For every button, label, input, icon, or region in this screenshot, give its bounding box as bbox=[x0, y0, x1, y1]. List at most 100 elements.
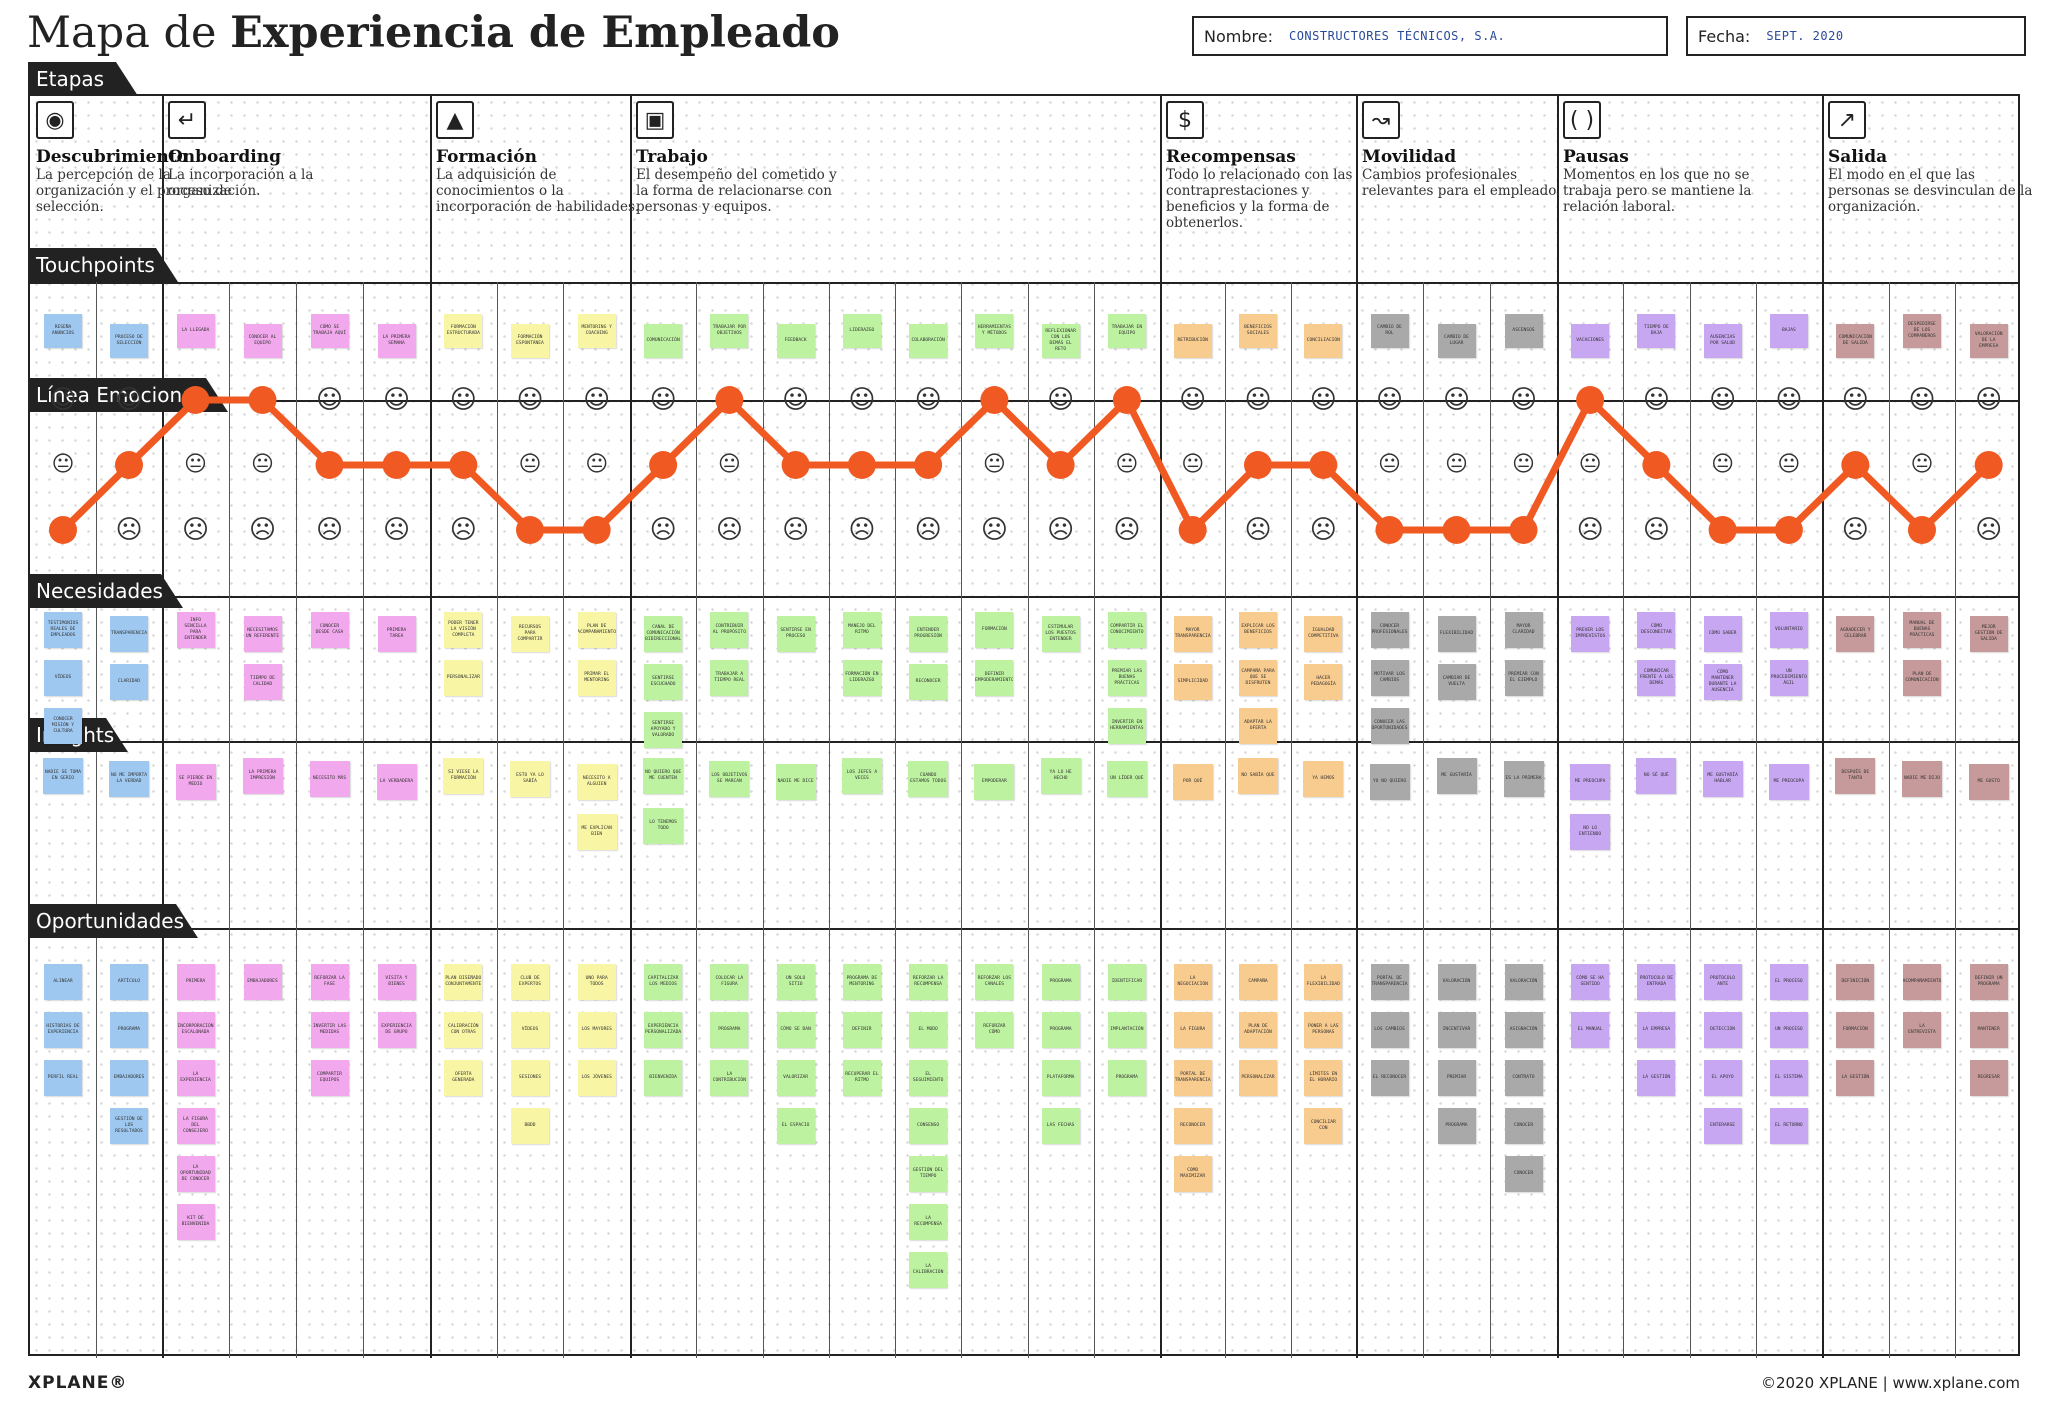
opportunity-note[interactable]: COMO MAXIMIZAR bbox=[1173, 1156, 1212, 1192]
opportunity-note[interactable]: PROGRAMA bbox=[1107, 1060, 1146, 1096]
opportunity-note[interactable]: CÓMO SE DAN bbox=[776, 1012, 815, 1048]
need-note[interactable]: SENTIRSE APOYADO Y VALORADO bbox=[644, 712, 683, 748]
opportunity-note[interactable]: ASIGNACIÓN bbox=[1504, 1012, 1543, 1048]
insight-note[interactable]: NECESITO A ALGUIEN bbox=[576, 764, 617, 800]
need-note[interactable]: MOTIVAR LOS CAMBIOS bbox=[1370, 660, 1409, 696]
opportunity-note[interactable]: LA NEGOCIACIÓN bbox=[1173, 964, 1212, 1000]
touchpoint-note[interactable]: VACACIONES bbox=[1571, 324, 1610, 358]
opportunity-note[interactable]: CONCILIAR CON bbox=[1304, 1108, 1343, 1144]
need-note[interactable]: MAYOR TRANSPARENCIA bbox=[1173, 616, 1212, 652]
opportunity-note[interactable]: GESTIÓN DEL TIEMPO bbox=[909, 1156, 948, 1192]
opportunity-note[interactable]: VALORACIÓN bbox=[1437, 964, 1476, 1000]
insight-note[interactable]: LOS OBJETIVOS SE MARCAN bbox=[709, 761, 750, 797]
opportunity-note[interactable]: EL SISTEMA bbox=[1769, 1060, 1808, 1096]
need-note[interactable]: MANEJO DEL RITMO bbox=[842, 612, 881, 648]
opportunity-note[interactable]: INCENTIVAR bbox=[1437, 1012, 1476, 1048]
need-note[interactable]: CAMBIAR DE VUELTA bbox=[1437, 664, 1476, 700]
touchpoint-note[interactable]: LA LLEGADA bbox=[176, 314, 215, 348]
need-note[interactable]: PREVER LOS IMPREVISTOS bbox=[1571, 616, 1610, 652]
insight-note[interactable]: NO SABÍA QUE bbox=[1238, 758, 1278, 794]
touchpoint-note[interactable]: CONCILIACIÓN bbox=[1304, 324, 1343, 358]
need-note[interactable]: MEJOR GESTIÓN DE SALIDA bbox=[1969, 616, 2008, 652]
opportunity-note[interactable]: PROGRAMA bbox=[1437, 1108, 1476, 1144]
need-note[interactable]: CÓMO DESCONECTAR bbox=[1637, 612, 1676, 648]
opportunity-note[interactable]: ALINEAR bbox=[44, 964, 82, 1000]
opportunity-note[interactable]: COLOCAR LA FIGURA bbox=[710, 964, 749, 1000]
insight-note[interactable]: LA VERDADERA bbox=[376, 764, 417, 800]
opportunity-note[interactable]: LOS CAMBIOS bbox=[1370, 1012, 1409, 1048]
opportunity-note[interactable]: LA GESTIÓN bbox=[1836, 1060, 1875, 1096]
opportunity-note[interactable]: EXPERIENCIA PERSONALIZADA bbox=[644, 1012, 683, 1048]
opportunity-note[interactable]: PREMIAR bbox=[1437, 1060, 1476, 1096]
opportunity-note[interactable]: LA FIGURA bbox=[1173, 1012, 1212, 1048]
opportunity-note[interactable]: EMBAJADORES bbox=[110, 1060, 148, 1096]
insight-note[interactable]: ES LA PRIMERA bbox=[1503, 761, 1544, 797]
need-note[interactable]: FORMACIÓN bbox=[975, 612, 1014, 648]
insight-note[interactable]: NO LO ENTIENDO bbox=[1570, 814, 1611, 850]
need-note[interactable]: PLAN DE ACOMPAÑAMIENTO bbox=[577, 612, 616, 648]
opportunity-note[interactable]: RECONOCER bbox=[1173, 1108, 1212, 1144]
opportunity-note[interactable]: REFORZAR LA RECOMPENSA bbox=[909, 964, 948, 1000]
opportunity-note[interactable]: PLAN DISEÑADO CONJUNTAMENTE bbox=[444, 964, 483, 1000]
need-note[interactable]: CONTRIBUIR AL PROPÓSITO bbox=[710, 612, 749, 648]
need-note[interactable]: CLARIDAD bbox=[110, 664, 148, 700]
need-note[interactable]: NECESITAMOS UN REFERENTE bbox=[243, 616, 282, 652]
need-note[interactable]: CÓMO SABER bbox=[1703, 616, 1742, 652]
need-note[interactable]: ENTENDER PROGRESIÓN bbox=[909, 616, 948, 652]
insight-note[interactable]: ME GUSTARÍA bbox=[1436, 758, 1477, 794]
need-note[interactable]: CONOCER PROFESIONALES bbox=[1370, 612, 1409, 648]
need-note[interactable]: AGRADECER Y CELEBRAR bbox=[1836, 616, 1875, 652]
touchpoint-note[interactable]: CAMBIO DE LUGAR bbox=[1437, 324, 1476, 358]
opportunity-note[interactable]: INCORPORACIÓN ESCALONADA bbox=[176, 1012, 215, 1048]
need-note[interactable]: IGUALDAD COMPETITIVA bbox=[1304, 616, 1343, 652]
opportunity-note[interactable]: EL MODO bbox=[909, 1012, 948, 1048]
insight-note[interactable]: NO QUIERO QUE ME CUENTEN bbox=[643, 758, 684, 794]
opportunity-note[interactable]: BIENVENIDA bbox=[644, 1060, 683, 1096]
opportunity-note[interactable]: GESTIÓN DE LOS RESULTADOS bbox=[110, 1108, 148, 1144]
insight-note[interactable]: NECESITO MÁS bbox=[309, 761, 350, 797]
insight-note[interactable]: ME GUSTARÍA HABLAR bbox=[1702, 761, 1743, 797]
touchpoint-note[interactable]: LIDERAZGO bbox=[842, 314, 881, 348]
opportunity-note[interactable]: LA ENTREVISTA bbox=[1903, 1012, 1941, 1048]
opportunity-note[interactable]: COMPARTIR EQUIPOS bbox=[310, 1060, 349, 1096]
opportunity-note[interactable]: LA EXPERIENCIA bbox=[176, 1060, 215, 1096]
opportunity-note[interactable]: PORTAL DE TRANSPARENCIA bbox=[1370, 964, 1409, 1000]
insight-note[interactable]: YA LO HE HECHO bbox=[1040, 758, 1081, 794]
opportunity-note[interactable]: EL RETORNO bbox=[1769, 1108, 1808, 1144]
opportunity-note[interactable]: DEFINICIÓN bbox=[1836, 964, 1875, 1000]
touchpoint-note[interactable]: TRABAJAR POR OBJETIVOS bbox=[710, 314, 749, 348]
need-note[interactable]: COMUNICAR FRENTE A LOS DEMÁS bbox=[1637, 660, 1676, 696]
need-note[interactable]: CONOCER LAS OPORTUNIDADES bbox=[1370, 708, 1409, 744]
date-value[interactable]: SEPT. 2020 bbox=[1766, 29, 1844, 43]
opportunity-note[interactable]: PERSONALIZAR bbox=[1239, 1060, 1277, 1096]
need-note[interactable]: RECONOCER bbox=[909, 664, 948, 700]
opportunity-note[interactable]: PORTAL DE TRANSPARENCIA bbox=[1173, 1060, 1212, 1096]
need-note[interactable]: FORMACIÓN EN LIDERAZGO bbox=[842, 660, 881, 696]
name-value[interactable]: CONSTRUCTORES TÉCNICOS, S.A. bbox=[1288, 29, 1506, 43]
opportunity-note[interactable]: PROGRAMA DE MENTORING bbox=[842, 964, 881, 1000]
opportunity-note[interactable]: REGRESAR bbox=[1969, 1060, 2008, 1096]
need-note[interactable]: FLEXIBILIDAD bbox=[1437, 616, 1476, 652]
opportunity-note[interactable]: DETECCIÓN bbox=[1703, 1012, 1742, 1048]
touchpoint-note[interactable]: HERRAMIENTAS Y MÉTODOS bbox=[975, 314, 1014, 348]
touchpoint-note[interactable]: PROCESO DE SELECCIÓN bbox=[110, 324, 148, 358]
need-note[interactable]: SIMPLICIDAD bbox=[1173, 664, 1212, 700]
opportunity-note[interactable]: CLUB DE EXPERTOS bbox=[511, 964, 549, 1000]
opportunity-note[interactable]: ARTÍCULO bbox=[110, 964, 148, 1000]
touchpoint-note[interactable]: REFLEXIONAR CON LOS DEMÁS EL RETO bbox=[1041, 324, 1080, 358]
opportunity-note[interactable]: INVERTIR LAS MEDIDAS bbox=[310, 1012, 349, 1048]
opportunity-note[interactable]: VISITA Y BIENES bbox=[377, 964, 416, 1000]
touchpoint-note[interactable]: ASCENSOS bbox=[1504, 314, 1543, 348]
opportunity-note[interactable]: LOS JÓVENES bbox=[577, 1060, 616, 1096]
opportunity-note[interactable]: PERFIL REAL bbox=[44, 1060, 82, 1096]
need-note[interactable]: HACER PEDAGOGÍA bbox=[1304, 664, 1343, 700]
need-note[interactable]: CÓMO MANTENER DURANTE LA AUSENCIA bbox=[1703, 664, 1742, 700]
opportunity-note[interactable]: LA FLEXIBILIDAD bbox=[1304, 964, 1343, 1000]
touchpoint-note[interactable]: AUSENCIAS POR SALUD bbox=[1703, 324, 1742, 358]
need-note[interactable]: PODER TENER LA VISIÓN COMPLETA bbox=[444, 612, 483, 648]
touchpoint-note[interactable]: CAMBIO DE ROL bbox=[1370, 314, 1409, 348]
opportunity-note[interactable]: LA CALIBRACIÓN bbox=[909, 1252, 948, 1288]
insight-note[interactable]: UN LÍDER QUE bbox=[1106, 761, 1147, 797]
date-field[interactable]: Fecha: SEPT. 2020 bbox=[1686, 16, 2026, 56]
opportunity-note[interactable]: BBDD bbox=[511, 1108, 549, 1144]
